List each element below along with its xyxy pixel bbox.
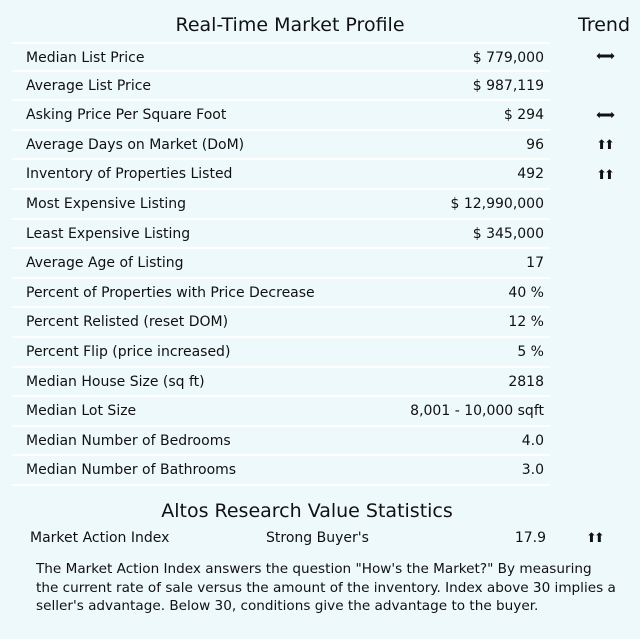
row-label: Percent Relisted (reset DOM) — [26, 314, 229, 331]
double-up-arrows-icon: ⬆⬆ — [586, 531, 605, 546]
table-row: Asking Price Per Square Foot $ 294 — [12, 101, 550, 131]
value-statistics-title: Altos Research Value Statistics — [161, 500, 453, 522]
row-value: $ 779,000 — [472, 50, 544, 66]
row-label: Percent Flip (price increased) — [26, 343, 231, 360]
table-row: Median Number of Bathrooms 3.0 — [12, 456, 550, 486]
left-right-arrows-icon: ⬅➡ — [596, 49, 615, 65]
market-action-index-status: Strong Buyer's — [266, 530, 369, 546]
trend-cell: ⬆⬆ — [572, 131, 636, 161]
trend-header: Trend — [578, 14, 630, 36]
row-value: $ 987,119 — [472, 77, 544, 94]
row-label: Median Number of Bathrooms — [26, 462, 237, 479]
table-row: Inventory of Properties Listed 492 — [12, 160, 550, 190]
row-label: Median List Price — [26, 50, 145, 66]
row-value: 3.0 — [521, 462, 544, 479]
row-label: Median Lot Size — [26, 403, 137, 420]
table-row: Percent Relisted (reset DOM) 12 % — [12, 308, 550, 338]
row-value: 8,001 - 10,000 sqft — [410, 403, 544, 420]
row-value: 96 — [526, 136, 544, 153]
row-value: 5 % — [517, 343, 544, 360]
table-row: Percent of Properties with Price Decreas… — [12, 279, 550, 309]
trend-cell — [572, 397, 636, 427]
table-row: Average Days on Market (DoM) 96 — [12, 131, 550, 161]
trend-cell: ⬅➡ — [572, 42, 636, 72]
row-label: Least Expensive Listing — [26, 225, 191, 242]
table-row: Median List Price $ 779,000 — [12, 42, 550, 72]
trend-column: ⬅➡ ⬅➡ ⬆⬆ ⬆⬆ — [572, 42, 636, 486]
trend-cell — [572, 279, 636, 309]
row-label: Median House Size (sq ft) — [26, 373, 205, 390]
row-label: Asking Price Per Square Foot — [26, 107, 227, 124]
row-label: Most Expensive Listing — [26, 195, 187, 212]
left-right-arrows-icon: ⬅➡ — [596, 108, 615, 124]
row-value: 4.0 — [521, 432, 544, 449]
trend-cell — [572, 427, 636, 457]
row-label: Median Number of Bedrooms — [26, 432, 231, 449]
market-action-index-label: Market Action Index — [30, 530, 170, 546]
table-row: Average List Price $ 987,119 — [12, 72, 550, 102]
row-label: Inventory of Properties Listed — [26, 166, 233, 183]
market-profile-table: Median List Price $ 779,000 Average List P… — [12, 42, 550, 486]
trend-cell — [572, 190, 636, 220]
row-value: 2818 — [508, 373, 544, 390]
table-row: Percent Flip (price increased) 5 % — [12, 338, 550, 368]
trend-cell — [572, 368, 636, 398]
table-row: Least Expensive Listing $ 345,000 — [12, 220, 550, 250]
row-value: 40 % — [508, 284, 544, 301]
market-action-index-explanation: The Market Action Index answers the ques… — [36, 561, 616, 614]
market-profile-title: Real-Time Market Profile — [175, 14, 405, 36]
row-value: 492 — [517, 166, 544, 183]
table-row: Most Expensive Listing $ 12,990,000 — [12, 190, 550, 220]
row-value: $ 294 — [503, 107, 544, 124]
row-label: Average Age of Listing — [26, 255, 184, 272]
row-value: $ 12,990,000 — [450, 195, 544, 212]
row-value: 17 — [526, 255, 544, 272]
table-row: Median House Size (sq ft) 2818 — [12, 368, 550, 398]
double-up-arrows-icon: ⬆⬆ — [596, 138, 615, 154]
trend-cell — [572, 338, 636, 368]
trend-cell — [572, 249, 636, 279]
trend-cell — [572, 456, 636, 486]
double-up-arrows-icon: ⬆⬆ — [596, 167, 615, 183]
row-value: 12 % — [508, 314, 544, 331]
market-action-index-value: 17.9 — [514, 530, 546, 546]
trend-cell: ⬆⬆ — [572, 160, 636, 190]
trend-cell — [572, 220, 636, 250]
market-action-index-row: Market Action Index Strong Buyer's 17.9 … — [0, 530, 640, 550]
table-row: Median Lot Size 8,001 - 10,000 sqft — [12, 397, 550, 427]
trend-cell: ⬅➡ — [572, 101, 636, 131]
row-label: Average List Price — [26, 77, 152, 94]
trend-cell — [572, 308, 636, 338]
row-value: $ 345,000 — [472, 225, 544, 242]
trend-cell — [572, 72, 636, 102]
table-row: Average Age of Listing 17 — [12, 249, 550, 279]
table-row: Median Number of Bedrooms 4.0 — [12, 427, 550, 457]
row-label: Average Days on Market (DoM) — [26, 136, 245, 153]
row-label: Percent of Properties with Price Decreas… — [26, 284, 315, 301]
